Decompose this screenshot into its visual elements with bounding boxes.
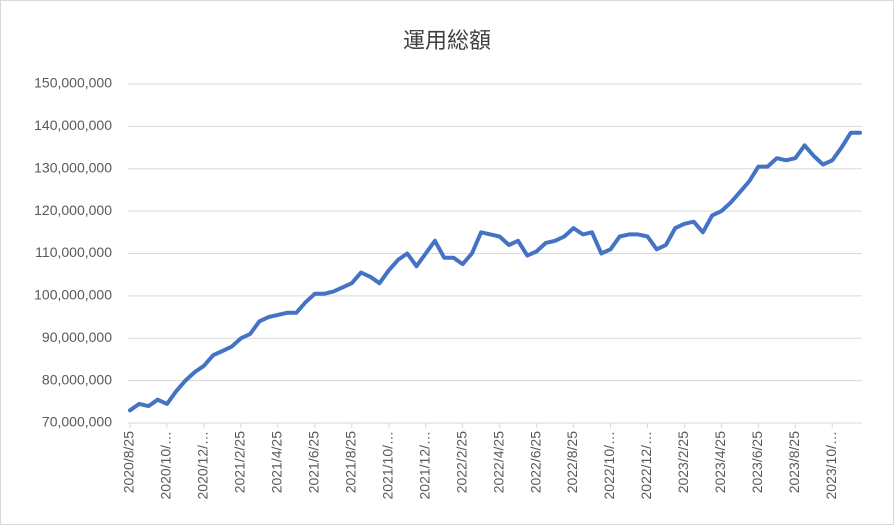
chart-title: 運用総額: [403, 28, 491, 53]
x-tick-label: 2021/6/25: [306, 431, 322, 493]
y-tick-label: 150,000,000: [34, 75, 112, 91]
x-tick-label: 2022/4/25: [490, 431, 506, 493]
x-tick-label: 2022/8/25: [564, 431, 580, 493]
x-tick-label: 2023/6/25: [749, 431, 765, 493]
y-tick-label: 100,000,000: [34, 287, 112, 303]
x-tick-label: 2020/8/25: [121, 431, 137, 493]
x-tick-label: 2022/12/…: [638, 431, 654, 500]
x-tick-label: 2021/10/…: [379, 431, 395, 500]
y-tick-label: 110,000,000: [35, 244, 112, 260]
y-tick-label: 80,000,000: [42, 371, 112, 387]
x-tick-label: 2022/6/25: [527, 431, 543, 493]
x-tick-label: 2022/10/…: [601, 431, 617, 500]
x-tick-label: 2023/4/25: [712, 431, 728, 493]
x-tick-label: 2023/2/25: [675, 431, 691, 493]
x-tick-label: 2021/4/25: [269, 431, 285, 493]
x-tick-label: 2020/10/…: [158, 431, 174, 500]
y-tick-label: 120,000,000: [34, 202, 112, 218]
x-tick-label: 2020/12/…: [195, 431, 211, 500]
x-tick-label: 2022/2/25: [453, 431, 469, 493]
y-tick-label: 90,000,000: [42, 329, 112, 345]
data-line: [128, 130, 862, 413]
x-tick-label: 2023/10/…: [823, 431, 839, 500]
x-tick-label: 2021/2/25: [232, 431, 248, 493]
x-tick-label: 2023/8/25: [786, 431, 802, 493]
x-tick-label: 2021/12/…: [416, 431, 432, 500]
y-tick-label: 140,000,000: [34, 117, 112, 133]
y-tick-label: 130,000,000: [34, 159, 112, 175]
x-tick-label: 2021/8/25: [342, 431, 358, 493]
y-tick-label: 70,000,000: [42, 414, 112, 430]
